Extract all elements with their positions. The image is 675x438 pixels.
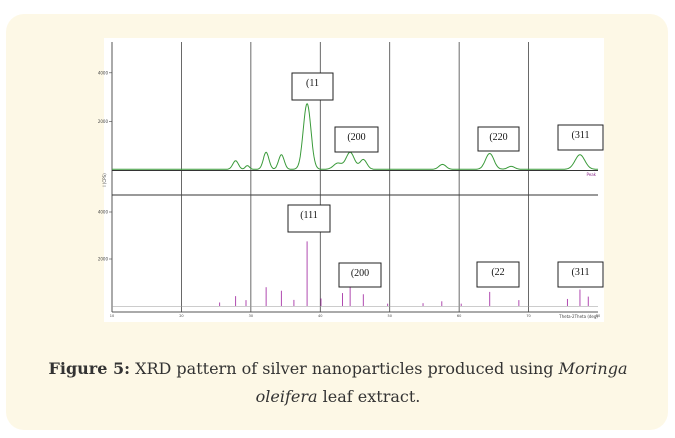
annotation-box [287, 204, 331, 233]
annotation-box [557, 124, 604, 151]
annotation-box [476, 261, 520, 288]
annotation-label: (220 [489, 132, 507, 143]
caption-text: leaf extract. [317, 387, 421, 406]
y-tick-label: 2000 [98, 257, 109, 262]
caption: Figure 5: XRD pattern of silver nanopart… [20, 355, 656, 411]
annotation-label: (11 [306, 78, 319, 89]
caption-text: XRD pattern of silver nanoparticles prod… [135, 359, 559, 378]
annotation-box [291, 72, 334, 101]
x-tick-label: 20 [179, 314, 183, 318]
annotation-label: (311 [572, 130, 590, 141]
x-tick-label: 30 [249, 314, 253, 318]
x-tick-label: 80 [596, 314, 600, 318]
y-tick-label: 2000 [98, 119, 109, 124]
x-tick-label: 50 [387, 314, 391, 318]
annotation-box [334, 126, 379, 153]
legend: Peak [587, 172, 597, 177]
pattern-curve [112, 102, 599, 170]
x-tick-label: 70 [526, 314, 530, 318]
y-tick-label: 4000 [98, 210, 109, 215]
x-tick-label: 40 [318, 314, 322, 318]
annotation-label: (311 [572, 267, 590, 278]
caption-species: Moringa oleifera [255, 359, 628, 406]
x-tick-label: 10 [110, 314, 114, 318]
y-axis-label: I (CPS) [102, 173, 107, 187]
x-axis-label: Theta-2Theta (deg) [558, 314, 598, 319]
annotation-box [557, 261, 604, 288]
annotation-box [477, 126, 520, 152]
annotation-label: (111 [300, 210, 318, 221]
annotation-label: (200 [351, 268, 369, 279]
annotation-label: (200 [347, 132, 365, 143]
annotation-label: (22 [491, 267, 504, 278]
x-tick-label: 60 [457, 314, 461, 318]
annotation-box [338, 262, 382, 288]
y-tick-label: 4000 [98, 70, 109, 75]
caption-label: Figure 5: [48, 359, 130, 378]
